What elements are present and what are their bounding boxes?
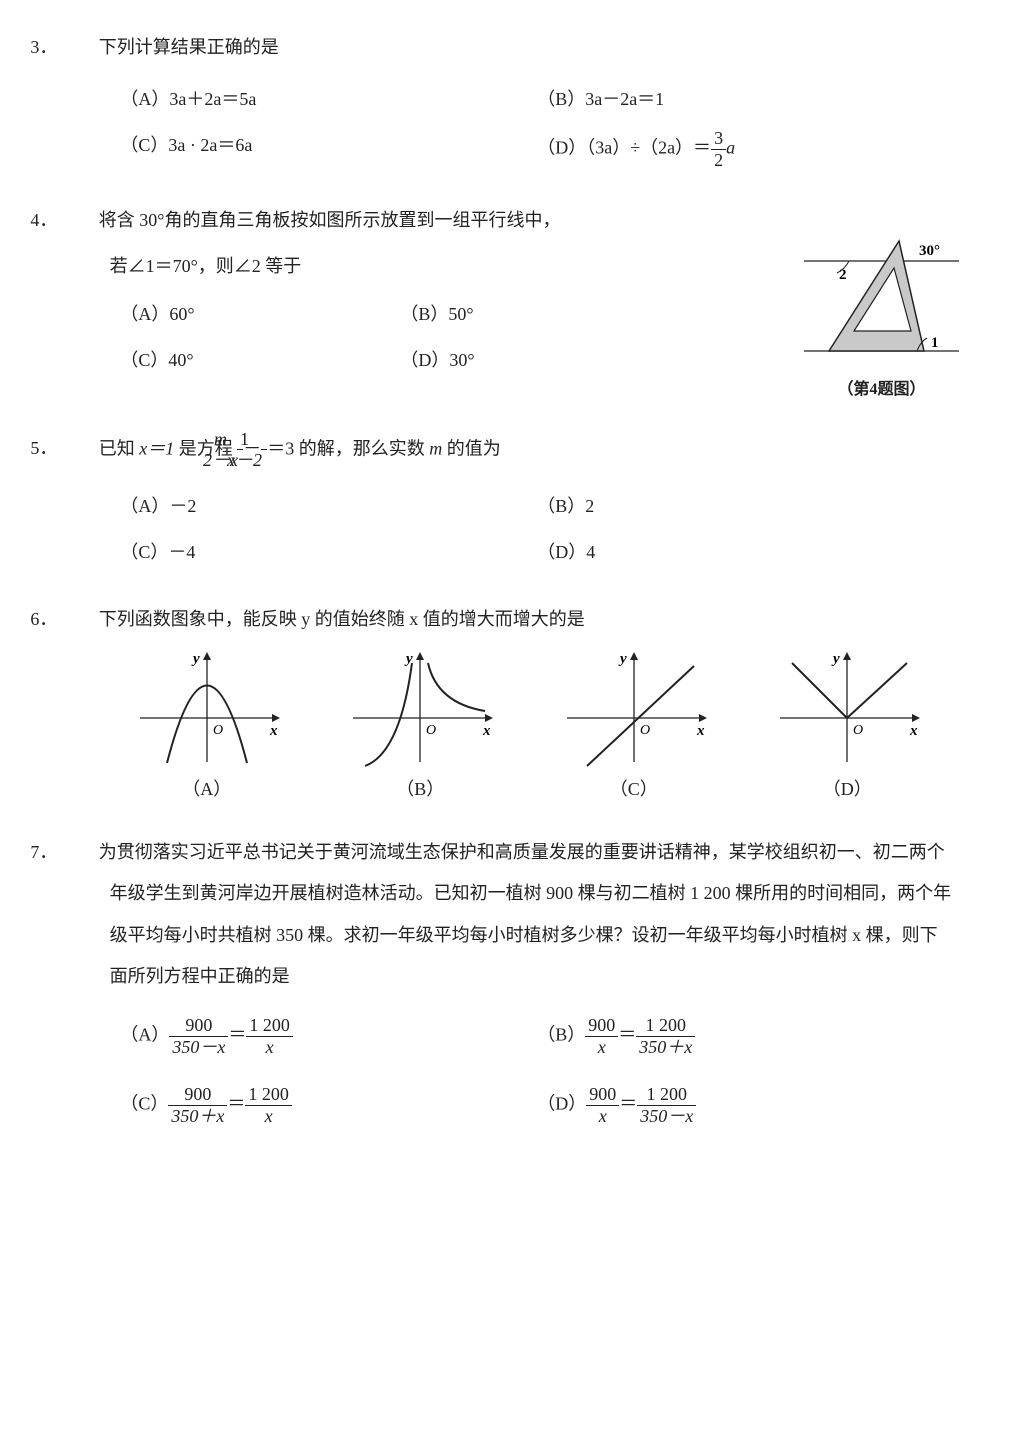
q6-graph-d: y x O （D） <box>772 648 922 806</box>
q4-figure: 30°21 （第4题图） <box>799 223 964 405</box>
q3-stem-text: 下列计算结果正确的是 <box>99 37 279 57</box>
q4-option-d: （D）30° <box>400 337 680 383</box>
question-5: 5．已知 x＝1 是方程 m2－x－1x－2＝3 的解，那么实数 m 的值为 （… <box>70 429 954 576</box>
q6-graph-a-svg: y x O <box>132 648 282 768</box>
q6-label-b: （B） <box>345 772 495 806</box>
q5-option-a: （A）－2 <box>120 483 537 529</box>
q3-option-b: （B）3a－2a＝1 <box>537 76 954 122</box>
q6-stem-text: 下列函数图象中，能反映 y 的值始终随 x 值的增大而增大的是 <box>99 609 585 629</box>
svg-text:x: x <box>269 723 278 739</box>
q5-options: （A）－2 （B）2 （C）－4 （D）4 <box>70 483 954 575</box>
q3-options: （A）3a＋2a＝5a （B）3a－2a＝1 （C）3a · 2a＝6a （D）… <box>70 76 954 177</box>
svg-text:y: y <box>831 651 840 667</box>
svg-text:y: y <box>618 651 627 667</box>
q4-figure-caption: （第4题图） <box>799 375 964 405</box>
q6-graph-b: yxO （B） <box>345 648 495 806</box>
q6-graph-c-svg: y x O <box>559 648 709 768</box>
svg-text:O: O <box>853 723 863 738</box>
q4-option-a: （A）60° <box>120 291 400 337</box>
q4-stem-text: 将含 30°角的直角三角板按如图所示放置到一组平行线中， <box>99 210 561 230</box>
q3-stem: 3．下列计算结果正确的是 <box>70 30 954 64</box>
q5-stem: 5．已知 x＝1 是方程 m2－x－1x－2＝3 的解，那么实数 m 的值为 <box>70 429 954 471</box>
q6-graph-a: y x O （A） <box>132 648 282 806</box>
q4-options: （A）60° （B）50° （C）40° （D）30° <box>70 291 680 383</box>
svg-text:O: O <box>213 723 223 738</box>
q6-stem: 6．下列函数图象中，能反映 y 的值始终随 x 值的增大而增大的是 <box>70 602 954 636</box>
q7-option-c: （C）900350＋x＝1 200x <box>120 1078 537 1132</box>
svg-text:y: y <box>191 651 200 667</box>
q7-option-d: （D）900x＝1 200350－x <box>537 1078 954 1132</box>
q3-option-d: （D）（3a）÷（2a）＝32a <box>537 122 954 176</box>
svg-text:x: x <box>696 723 705 739</box>
q6-graph-d-svg: y x O <box>772 648 922 768</box>
q7-options: （A）900350－x＝1 200x （B）900x＝1 200350＋x （C… <box>70 1009 954 1132</box>
q3-d-fraction: 32 <box>711 128 726 170</box>
q5-option-b: （B）2 <box>537 483 954 529</box>
q3-number: 3． <box>70 30 99 64</box>
q7-stem: 7．为贯彻落实习近平总书记关于黄河流域生态保护和高质量发展的重要讲话精神，某学校… <box>70 832 954 998</box>
q3-option-c: （C）3a · 2a＝6a <box>120 122 537 176</box>
q6-graphs: y x O （A） y x O （B） y x O （C） y x O （D） <box>100 648 954 806</box>
q5-number: 5． <box>70 431 99 465</box>
question-7: 7．为贯彻落实习近平总书记关于黄河流域生态保护和高质量发展的重要讲话精神，某学校… <box>70 832 954 1132</box>
q6-graph-c: y x O （C） <box>559 648 709 806</box>
q4-option-b: （B）50° <box>400 291 680 337</box>
svg-text:1: 1 <box>931 335 939 351</box>
q4-option-c: （C）40° <box>120 337 400 383</box>
q4-figure-svg: 30°21 <box>799 223 964 373</box>
q6-graph-b-svg: yxO <box>345 648 495 768</box>
question-3: 3．下列计算结果正确的是 （A）3a＋2a＝5a （B）3a－2a＝1 （C）3… <box>70 30 954 177</box>
svg-text:O: O <box>640 723 650 738</box>
q3-option-a: （A）3a＋2a＝5a <box>120 76 537 122</box>
q5-option-d: （D）4 <box>537 529 954 575</box>
q6-label-d: （D） <box>772 772 922 806</box>
q6-label-c: （C） <box>559 772 709 806</box>
q4-number: 4． <box>70 203 99 237</box>
q7-option-b: （B）900x＝1 200350＋x <box>537 1009 954 1063</box>
svg-text:O: O <box>426 723 436 738</box>
svg-text:30°: 30° <box>919 243 940 259</box>
q7-stem-text: 为贯彻落实习近平总书记关于黄河流域生态保护和高质量发展的重要讲话精神，某学校组织… <box>99 842 951 986</box>
question-4: 30°21 （第4题图） 4．将含 30°角的直角三角板按如图所示放置到一组平行… <box>70 203 954 403</box>
q7-option-a: （A）900350－x＝1 200x <box>120 1009 537 1063</box>
svg-text:x: x <box>909 723 918 739</box>
q6-number: 6． <box>70 602 99 636</box>
q5-option-c: （C）－4 <box>120 529 537 575</box>
q7-number: 7． <box>70 832 99 873</box>
svg-text:x: x <box>482 723 491 739</box>
q6-label-a: （A） <box>132 772 282 806</box>
question-6: 6．下列函数图象中，能反映 y 的值始终随 x 值的增大而增大的是 y x O （A… <box>70 602 954 806</box>
